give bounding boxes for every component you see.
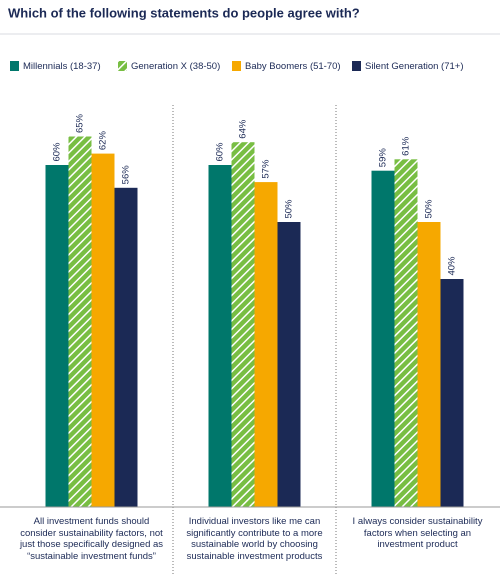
- legend-swatch: [352, 61, 361, 71]
- bar: [68, 136, 92, 507]
- value-label: 56%: [121, 165, 132, 185]
- bar: [394, 159, 418, 508]
- value-label: 62%: [98, 131, 109, 151]
- value-label: 40%: [447, 256, 458, 276]
- bar: [440, 279, 464, 507]
- chart-title: Which of the following statements do peo…: [8, 5, 360, 20]
- bar: [254, 182, 278, 507]
- value-label: 50%: [424, 199, 435, 219]
- category-label: All investment funds should consider sus…: [19, 516, 164, 562]
- bar: [45, 165, 69, 507]
- value-label: 60%: [52, 142, 63, 162]
- value-label: 65%: [75, 113, 86, 133]
- value-label: 50%: [284, 199, 295, 219]
- value-label: 57%: [261, 159, 272, 179]
- value-label: 59%: [378, 148, 389, 168]
- bar: [231, 142, 255, 507]
- bar: [417, 222, 441, 507]
- category-label: I always consider sustainability factors…: [352, 516, 483, 550]
- value-label: 64%: [238, 119, 249, 139]
- legend-swatch: [10, 61, 19, 71]
- category-label: Individual investors like me can signifi…: [186, 516, 323, 562]
- value-label: 61%: [401, 136, 412, 156]
- legend-swatch: [118, 61, 127, 71]
- bar: [371, 170, 395, 507]
- bar: [208, 165, 232, 507]
- value-label: 60%: [215, 142, 226, 162]
- legend-swatch: [232, 61, 241, 71]
- bar: [91, 153, 115, 507]
- bar: [114, 187, 138, 508]
- legend-label: Generation X (38-50): [131, 61, 220, 72]
- legend-label: Silent Generation (71+): [365, 61, 464, 72]
- bar: [277, 222, 301, 507]
- legend-label: Millennials (18-37): [23, 61, 101, 72]
- legend-label: Baby Boomers (51-70): [245, 61, 341, 72]
